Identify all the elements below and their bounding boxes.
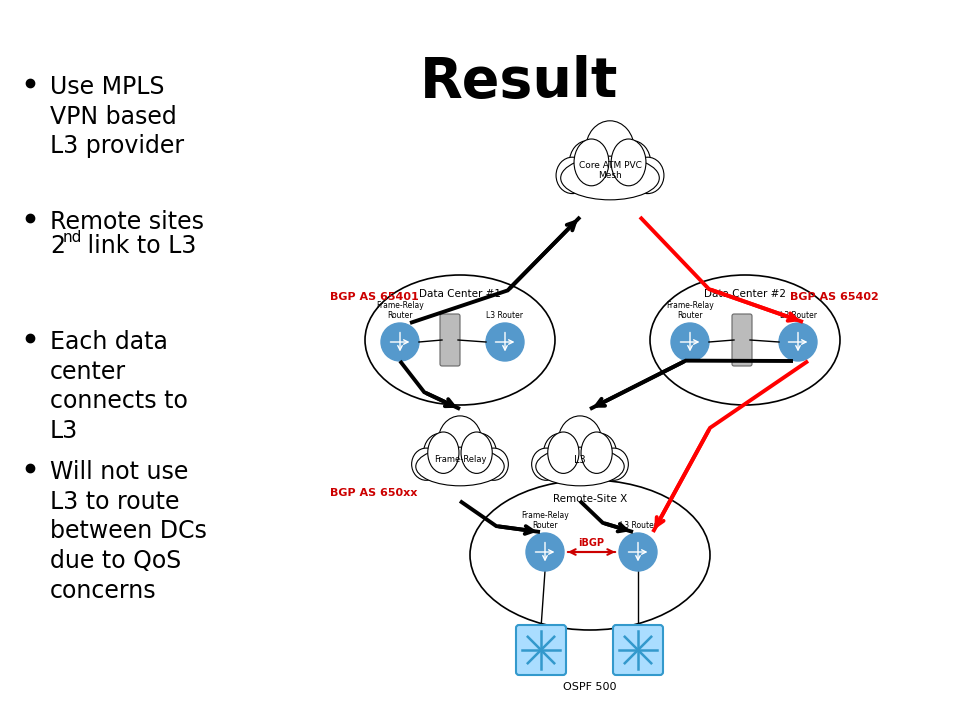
Text: L3 Router: L3 Router bbox=[619, 521, 657, 530]
Text: Use MPLS
VPN based
L3 provider: Use MPLS VPN based L3 provider bbox=[50, 75, 184, 158]
Ellipse shape bbox=[438, 416, 482, 467]
Text: BGP AS 65402: BGP AS 65402 bbox=[790, 292, 878, 302]
Text: L3 Router: L3 Router bbox=[487, 311, 523, 320]
Text: Core ATM PVC
Mesh: Core ATM PVC Mesh bbox=[579, 161, 641, 180]
Text: Data Center #1: Data Center #1 bbox=[419, 289, 501, 299]
Ellipse shape bbox=[461, 432, 492, 474]
Ellipse shape bbox=[632, 157, 664, 194]
Circle shape bbox=[779, 323, 817, 361]
Ellipse shape bbox=[583, 433, 616, 472]
Ellipse shape bbox=[532, 448, 561, 480]
Ellipse shape bbox=[599, 448, 629, 480]
Ellipse shape bbox=[543, 433, 577, 472]
Ellipse shape bbox=[416, 447, 504, 486]
Ellipse shape bbox=[558, 416, 602, 467]
Ellipse shape bbox=[586, 121, 635, 178]
Text: Frame-Relay
Router: Frame-Relay Router bbox=[376, 301, 424, 320]
Text: Result: Result bbox=[420, 55, 618, 109]
Text: Frame-Relay
Router: Frame-Relay Router bbox=[521, 510, 569, 530]
Text: Frame-Relay
Router: Frame-Relay Router bbox=[666, 301, 714, 320]
FancyBboxPatch shape bbox=[440, 314, 460, 366]
Circle shape bbox=[486, 323, 524, 361]
Circle shape bbox=[671, 323, 709, 361]
Text: Will not use
L3 to route
between DCs
due to QoS
concerns: Will not use L3 to route between DCs due… bbox=[50, 460, 206, 603]
Text: OSPF 500: OSPF 500 bbox=[563, 682, 616, 692]
Ellipse shape bbox=[412, 448, 441, 480]
Circle shape bbox=[526, 533, 564, 571]
Ellipse shape bbox=[650, 275, 840, 405]
Text: Remote-Site X: Remote-Site X bbox=[553, 494, 627, 504]
Text: BGP AS 65401: BGP AS 65401 bbox=[330, 292, 419, 302]
Text: iBGP: iBGP bbox=[579, 538, 605, 548]
Text: nd: nd bbox=[63, 230, 83, 245]
Circle shape bbox=[381, 323, 419, 361]
Circle shape bbox=[619, 533, 657, 571]
Ellipse shape bbox=[613, 140, 651, 184]
Text: Frame-Relay: Frame-Relay bbox=[434, 455, 487, 464]
Text: Each data
center
connects to
L3: Each data center connects to L3 bbox=[50, 330, 188, 443]
Ellipse shape bbox=[561, 156, 660, 200]
Ellipse shape bbox=[463, 433, 496, 472]
Ellipse shape bbox=[556, 157, 588, 194]
Text: Data Center #2: Data Center #2 bbox=[704, 289, 786, 299]
Ellipse shape bbox=[548, 432, 579, 474]
Ellipse shape bbox=[536, 447, 624, 486]
Ellipse shape bbox=[428, 432, 459, 474]
Text: BGP AS 650xx: BGP AS 650xx bbox=[330, 488, 418, 498]
Text: L3 Router: L3 Router bbox=[780, 311, 817, 320]
Ellipse shape bbox=[612, 139, 646, 186]
Text: Remote sites: Remote sites bbox=[50, 210, 204, 234]
FancyBboxPatch shape bbox=[516, 625, 566, 675]
Ellipse shape bbox=[581, 432, 612, 474]
Ellipse shape bbox=[423, 433, 457, 472]
Ellipse shape bbox=[479, 448, 509, 480]
Text: link to L3: link to L3 bbox=[80, 234, 197, 258]
Ellipse shape bbox=[569, 140, 607, 184]
Text: L3: L3 bbox=[574, 454, 586, 464]
FancyBboxPatch shape bbox=[613, 625, 663, 675]
FancyBboxPatch shape bbox=[732, 314, 752, 366]
Ellipse shape bbox=[470, 480, 710, 630]
Text: 2: 2 bbox=[50, 234, 65, 258]
Ellipse shape bbox=[574, 139, 609, 186]
Ellipse shape bbox=[365, 275, 555, 405]
